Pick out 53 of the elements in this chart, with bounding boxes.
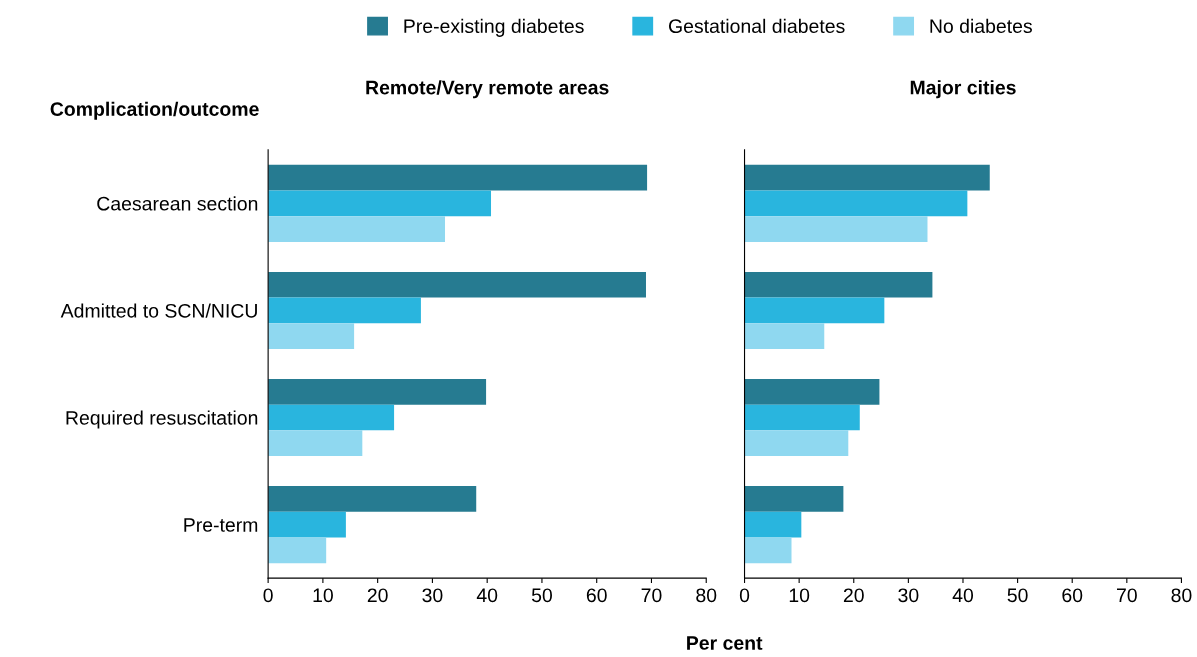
x-tick-label: 20 <box>367 588 388 603</box>
bar <box>268 271 646 298</box>
bar <box>268 537 327 564</box>
bar <box>268 164 648 191</box>
bar <box>744 511 802 538</box>
x-tick-label: 0 <box>739 588 750 603</box>
bar <box>268 297 421 324</box>
y-tick-label: Admitted to SCN/NICU <box>60 303 257 318</box>
legend-label: Gestational diabetes <box>668 18 845 34</box>
bar <box>744 537 792 564</box>
bar <box>744 164 990 191</box>
bar <box>744 271 933 298</box>
x-tick-label: 10 <box>313 588 333 603</box>
bar <box>268 430 363 457</box>
y-tick-label: Pre-term <box>184 518 258 532</box>
x-tick-label: 80 <box>1171 588 1192 603</box>
y-axis-title: Complication/outcome <box>50 101 259 120</box>
bar <box>268 323 355 349</box>
x-tick-label: 60 <box>1062 588 1083 603</box>
legend-label: No diabetes <box>930 18 1032 34</box>
bar <box>744 323 825 349</box>
x-tick-label: 50 <box>531 588 552 603</box>
x-tick-label: 70 <box>641 588 662 603</box>
chart-title: Major cities <box>910 80 1016 99</box>
legend-label: Pre-existing diabetes <box>404 18 584 37</box>
x-axis-title: Per cent <box>687 636 763 650</box>
x-tick-label: 30 <box>422 588 443 603</box>
bar <box>268 404 395 431</box>
bar <box>268 486 477 512</box>
bar <box>268 216 446 242</box>
bar <box>744 216 928 242</box>
bar <box>744 378 880 405</box>
x-tick-label: 40 <box>476 588 498 603</box>
x-tick-label: 10 <box>789 588 810 603</box>
y-tick-label: Caesarean section <box>97 196 258 211</box>
bar <box>744 190 968 217</box>
bar <box>744 404 860 431</box>
x-tick-label: 50 <box>1007 588 1028 603</box>
chart-title: Remote/Very remote areas <box>366 80 609 99</box>
bar <box>268 511 346 538</box>
bar <box>268 190 492 217</box>
x-tick-label: 0 <box>263 588 273 603</box>
x-tick-label: 30 <box>898 588 919 603</box>
x-tick-label: 40 <box>952 588 974 603</box>
bar <box>744 486 844 512</box>
bar <box>744 430 849 457</box>
bar <box>744 297 885 324</box>
x-tick-label: 80 <box>696 588 717 603</box>
x-tick-label: 60 <box>586 588 607 603</box>
bar <box>268 378 487 405</box>
x-tick-label: 20 <box>843 588 864 603</box>
y-tick-label: Required resuscitation <box>66 410 258 429</box>
x-tick-label: 70 <box>1117 588 1137 603</box>
